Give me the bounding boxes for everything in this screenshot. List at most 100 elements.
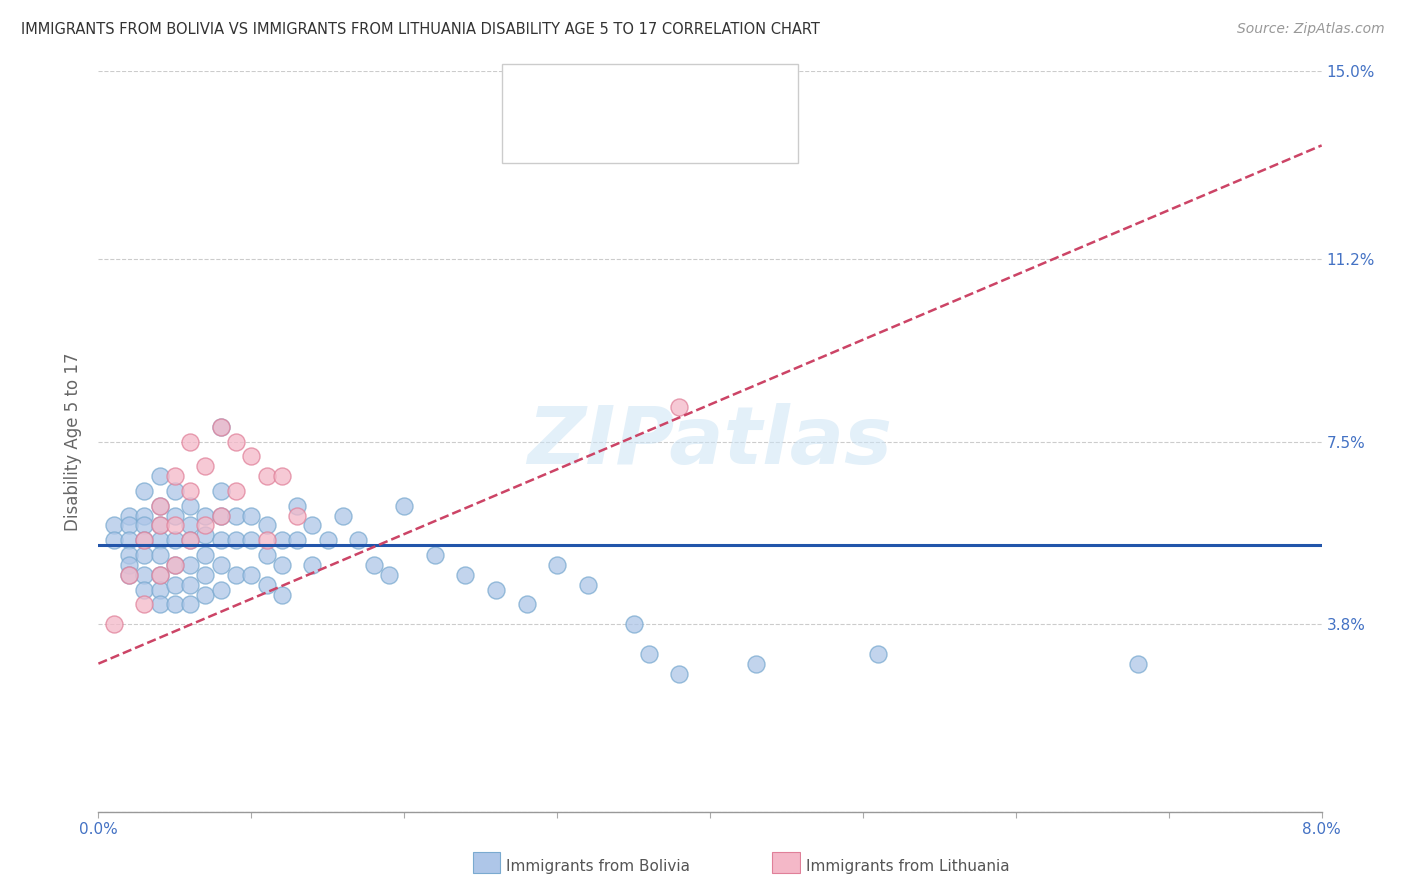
Point (209, 508, 232, 523)
Point (225, 567, 247, 582)
Text: N =: N = (686, 83, 716, 97)
Point (103, 518, 125, 533)
Point (149, 598, 172, 612)
Bar (772, 852, 800, 873)
Point (516, 598, 538, 612)
Point (485, 582, 508, 597)
Point (179, 434, 201, 449)
Bar (472, 852, 501, 873)
Point (378, 567, 401, 582)
Point (392, 499, 416, 513)
Point (163, 533, 186, 548)
Point (149, 499, 172, 513)
Point (163, 469, 186, 483)
Text: R =: R = (565, 128, 593, 143)
Y-axis label: Disability Age 5 to 17: Disability Age 5 to 17 (65, 352, 83, 531)
Point (149, 518, 172, 533)
Text: ZIPatlas: ZIPatlas (527, 402, 893, 481)
Point (668, 400, 690, 414)
Text: Source: ZipAtlas.com: Source: ZipAtlas.com (1237, 22, 1385, 37)
Point (118, 558, 141, 572)
Point (1128, 657, 1150, 671)
Point (163, 483, 186, 498)
Point (423, 548, 446, 562)
FancyBboxPatch shape (502, 64, 799, 163)
Text: 80: 80 (733, 83, 754, 97)
Point (256, 548, 278, 562)
Point (745, 657, 768, 671)
Point (668, 666, 690, 681)
Point (225, 483, 247, 498)
Point (285, 499, 308, 513)
Point (134, 508, 156, 523)
Point (163, 508, 186, 523)
Text: IMMIGRANTS FROM BOLIVIA VS IMMIGRANTS FROM LITHUANIA DISABILITY AGE 5 TO 17 CORR: IMMIGRANTS FROM BOLIVIA VS IMMIGRANTS FR… (21, 22, 820, 37)
Point (270, 469, 294, 483)
Point (134, 582, 156, 597)
Point (240, 567, 263, 582)
Point (209, 582, 232, 597)
Point (194, 567, 217, 582)
Point (285, 508, 308, 523)
Point (240, 508, 263, 523)
Point (316, 533, 339, 548)
Text: Immigrants from Lithuania: Immigrants from Lithuania (806, 859, 1010, 873)
Bar (515, 73, 554, 108)
Point (149, 548, 172, 562)
Point (194, 508, 217, 523)
Point (118, 518, 141, 533)
Point (868, 647, 890, 661)
Point (179, 558, 201, 572)
Point (134, 598, 156, 612)
Point (256, 533, 278, 548)
Point (256, 518, 278, 533)
Point (118, 548, 141, 562)
Point (134, 548, 156, 562)
Point (256, 577, 278, 591)
Point (301, 558, 323, 572)
Point (225, 434, 247, 449)
Point (103, 533, 125, 548)
Point (194, 518, 217, 533)
Point (134, 533, 156, 548)
Point (576, 577, 599, 591)
Point (179, 499, 201, 513)
Point (240, 450, 263, 464)
Point (194, 588, 217, 602)
Point (149, 567, 172, 582)
Text: Immigrants from Bolivia: Immigrants from Bolivia (506, 859, 690, 873)
Point (637, 647, 661, 661)
Point (332, 508, 354, 523)
Point (225, 508, 247, 523)
Point (301, 518, 323, 533)
Point (149, 582, 172, 597)
Point (179, 533, 201, 548)
Point (163, 558, 186, 572)
Point (163, 558, 186, 572)
Point (179, 533, 201, 548)
Point (149, 518, 172, 533)
Point (163, 577, 186, 591)
Point (270, 588, 294, 602)
Point (149, 499, 172, 513)
Point (194, 548, 217, 562)
Point (149, 567, 172, 582)
Point (194, 528, 217, 542)
Point (454, 567, 477, 582)
Point (256, 469, 278, 483)
Point (179, 483, 201, 498)
Point (209, 533, 232, 548)
Point (134, 567, 156, 582)
Point (134, 483, 156, 498)
Point (209, 483, 232, 498)
Point (179, 577, 201, 591)
Point (134, 533, 156, 548)
Point (347, 533, 370, 548)
Text: 25: 25 (733, 128, 754, 143)
Text: N =: N = (686, 128, 716, 143)
Point (179, 598, 201, 612)
Point (118, 533, 141, 548)
Point (270, 558, 294, 572)
Point (194, 459, 217, 474)
Bar (515, 118, 554, 153)
